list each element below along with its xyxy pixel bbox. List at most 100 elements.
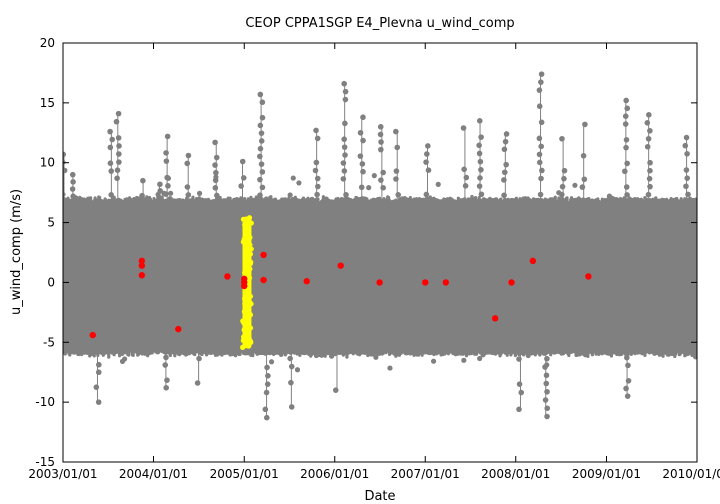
gray-point: [477, 355, 483, 362]
gray-point: [94, 346, 101, 353]
gray-point: [366, 185, 372, 191]
x-tick-label: 2006/01/01: [300, 467, 369, 481]
gray-point: [213, 200, 220, 206]
gray-point: [63, 151, 67, 158]
red-point: [138, 262, 146, 269]
gray-point: [288, 363, 295, 370]
yellow-point: [247, 293, 254, 299]
x-tick-label: 2008/01/01: [481, 467, 550, 481]
gray-point: [393, 128, 399, 135]
gray-point: [647, 127, 653, 134]
gray-point: [378, 146, 384, 153]
gray-point: [334, 347, 341, 354]
gray-point: [544, 405, 551, 412]
y-tick-label: 5: [47, 216, 55, 230]
gray-point: [476, 142, 482, 149]
y-tick-label: 20: [40, 36, 55, 50]
gray-point: [684, 151, 690, 157]
gray-point: [395, 191, 402, 198]
gray-point: [358, 184, 365, 191]
gray-point: [114, 199, 121, 206]
y-tick-label: -15: [35, 455, 55, 469]
gray-point: [625, 377, 632, 384]
red-point: [138, 257, 146, 265]
gray-point: [287, 192, 293, 198]
gray-point: [516, 406, 522, 413]
series-gray-peaks: [63, 71, 691, 421]
gray-point: [314, 135, 321, 142]
gray-point: [113, 118, 120, 125]
gray-point: [537, 199, 543, 206]
gray-point: [314, 175, 321, 182]
gray-point: [525, 352, 531, 359]
red-point: [303, 278, 310, 285]
gray-point: [163, 384, 169, 391]
gray-point: [259, 184, 266, 191]
gray-point: [184, 199, 191, 206]
gray-point: [425, 199, 431, 206]
yellow-point: [240, 344, 246, 350]
gray-point: [212, 177, 219, 184]
gray-point: [263, 389, 270, 396]
gray-point: [623, 347, 630, 353]
x-tick-label: 2009/01/01: [572, 467, 641, 481]
gray-point: [360, 207, 366, 214]
gray-point: [196, 339, 203, 346]
gray-point: [623, 184, 630, 190]
gray-point: [287, 355, 293, 362]
y-tick-label: 15: [40, 96, 55, 110]
gray-point: [63, 167, 68, 174]
gray-point: [538, 119, 545, 126]
gray-point: [377, 207, 384, 214]
gray-point: [114, 167, 121, 173]
red-point: [491, 315, 499, 322]
red-point: [442, 279, 450, 286]
gray-point: [116, 159, 122, 165]
gray-point: [259, 169, 266, 175]
gray-point: [501, 146, 508, 153]
gray-point: [425, 143, 431, 149]
gray-point: [477, 158, 484, 165]
gray-point: [212, 162, 218, 168]
red-point: [175, 325, 182, 333]
gray-point: [163, 191, 169, 197]
gray-point: [544, 355, 550, 362]
yellow-point: [245, 232, 251, 238]
gray-point: [559, 183, 566, 190]
gray-point: [561, 167, 568, 174]
yellow-point: [243, 249, 250, 255]
gray-point: [387, 365, 393, 371]
gray-point: [393, 176, 399, 182]
gray-point: [239, 199, 246, 206]
gray-point: [623, 385, 629, 392]
yellow-point: [242, 295, 248, 301]
x-tick-label: 2007/01/01: [391, 467, 460, 481]
gray-point: [424, 151, 430, 157]
gray-point: [478, 166, 484, 173]
gray-point: [682, 207, 689, 214]
gray-point: [684, 175, 691, 181]
axis-layer: -15 -10 -5 0 5 10 15 20 2003/01/01 2004/01/01 2005…: [28, 36, 720, 481]
gray-point: [107, 207, 114, 214]
x-axis-title: Date: [364, 489, 395, 504]
gray-point: [430, 358, 437, 364]
gray-point: [539, 167, 545, 174]
gray-point: [139, 200, 145, 206]
gray-point: [140, 177, 146, 184]
gray-point: [163, 150, 169, 156]
gray-point: [70, 193, 76, 200]
gray-point: [157, 188, 164, 194]
gray-point: [378, 177, 384, 183]
gray-point: [238, 183, 244, 189]
gray-point: [683, 183, 689, 190]
gray-point: [69, 186, 76, 192]
gray-point: [156, 194, 162, 201]
gray-point: [692, 354, 697, 360]
gray-point: [580, 152, 587, 159]
gray-point: [503, 207, 510, 214]
yellow-point: [244, 327, 250, 333]
gray-point: [263, 339, 270, 346]
gray-point: [314, 199, 320, 206]
gray-point: [503, 131, 510, 137]
gray-point: [478, 134, 484, 140]
